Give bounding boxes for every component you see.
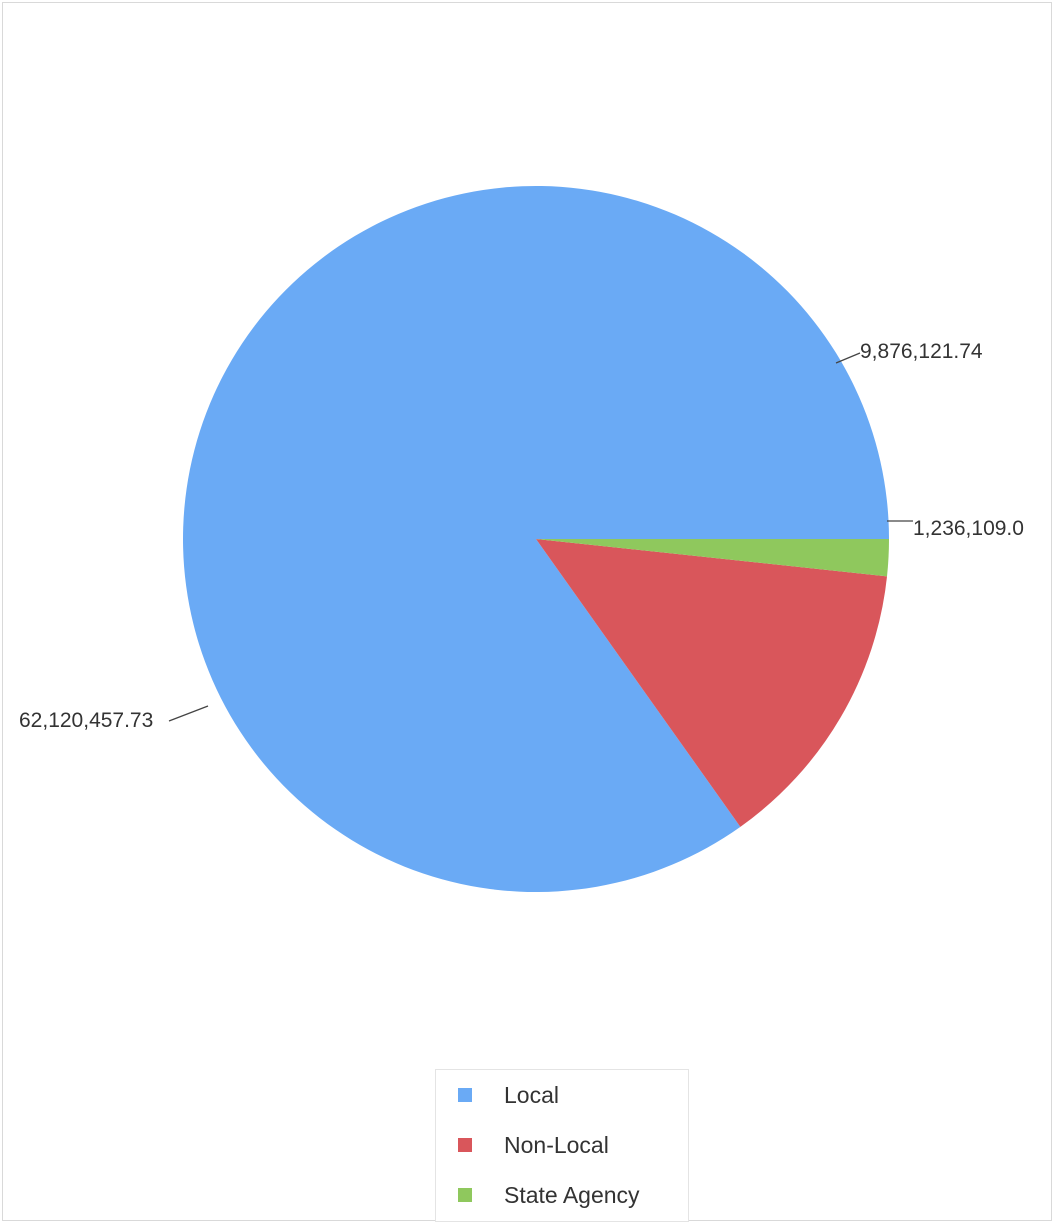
pie-slice-local[interactable] — [183, 186, 889, 893]
leader-line-non-local — [835, 352, 861, 364]
pie-slices — [183, 186, 889, 893]
legend-label-state-agency: State Agency — [504, 1181, 640, 1208]
legend-swatch-non-local — [458, 1138, 472, 1152]
legend-swatch-local — [458, 1088, 472, 1102]
pie-data-labels: 62,120,457.73 9,876,121.74 1,236,109.0 — [19, 340, 1024, 732]
pie-slice-non-local[interactable] — [536, 539, 888, 827]
pie-chart: 62,120,457.73 9,876,121.74 1,236,109.0 — [19, 186, 1024, 893]
pie-slice-state-agency[interactable] — [536, 539, 889, 577]
legend-item-state-agency[interactable]: State Agency — [458, 1178, 640, 1212]
legend: Local Non-Local State Agency — [435, 1069, 689, 1222]
data-label-local: 62,120,457.73 — [19, 709, 153, 732]
legend-item-non-local[interactable]: Non-Local — [458, 1128, 609, 1162]
data-label-state-agency: 1,236,109.0 — [913, 517, 1024, 540]
legend-item-local[interactable]: Local — [458, 1078, 559, 1112]
data-label-non-local: 9,876,121.74 — [860, 340, 983, 363]
legend-swatch-state-agency — [458, 1188, 472, 1202]
leader-line-local — [168, 705, 209, 722]
legend-label-non-local: Non-Local — [504, 1131, 609, 1158]
legend-label-local: Local — [504, 1081, 559, 1108]
